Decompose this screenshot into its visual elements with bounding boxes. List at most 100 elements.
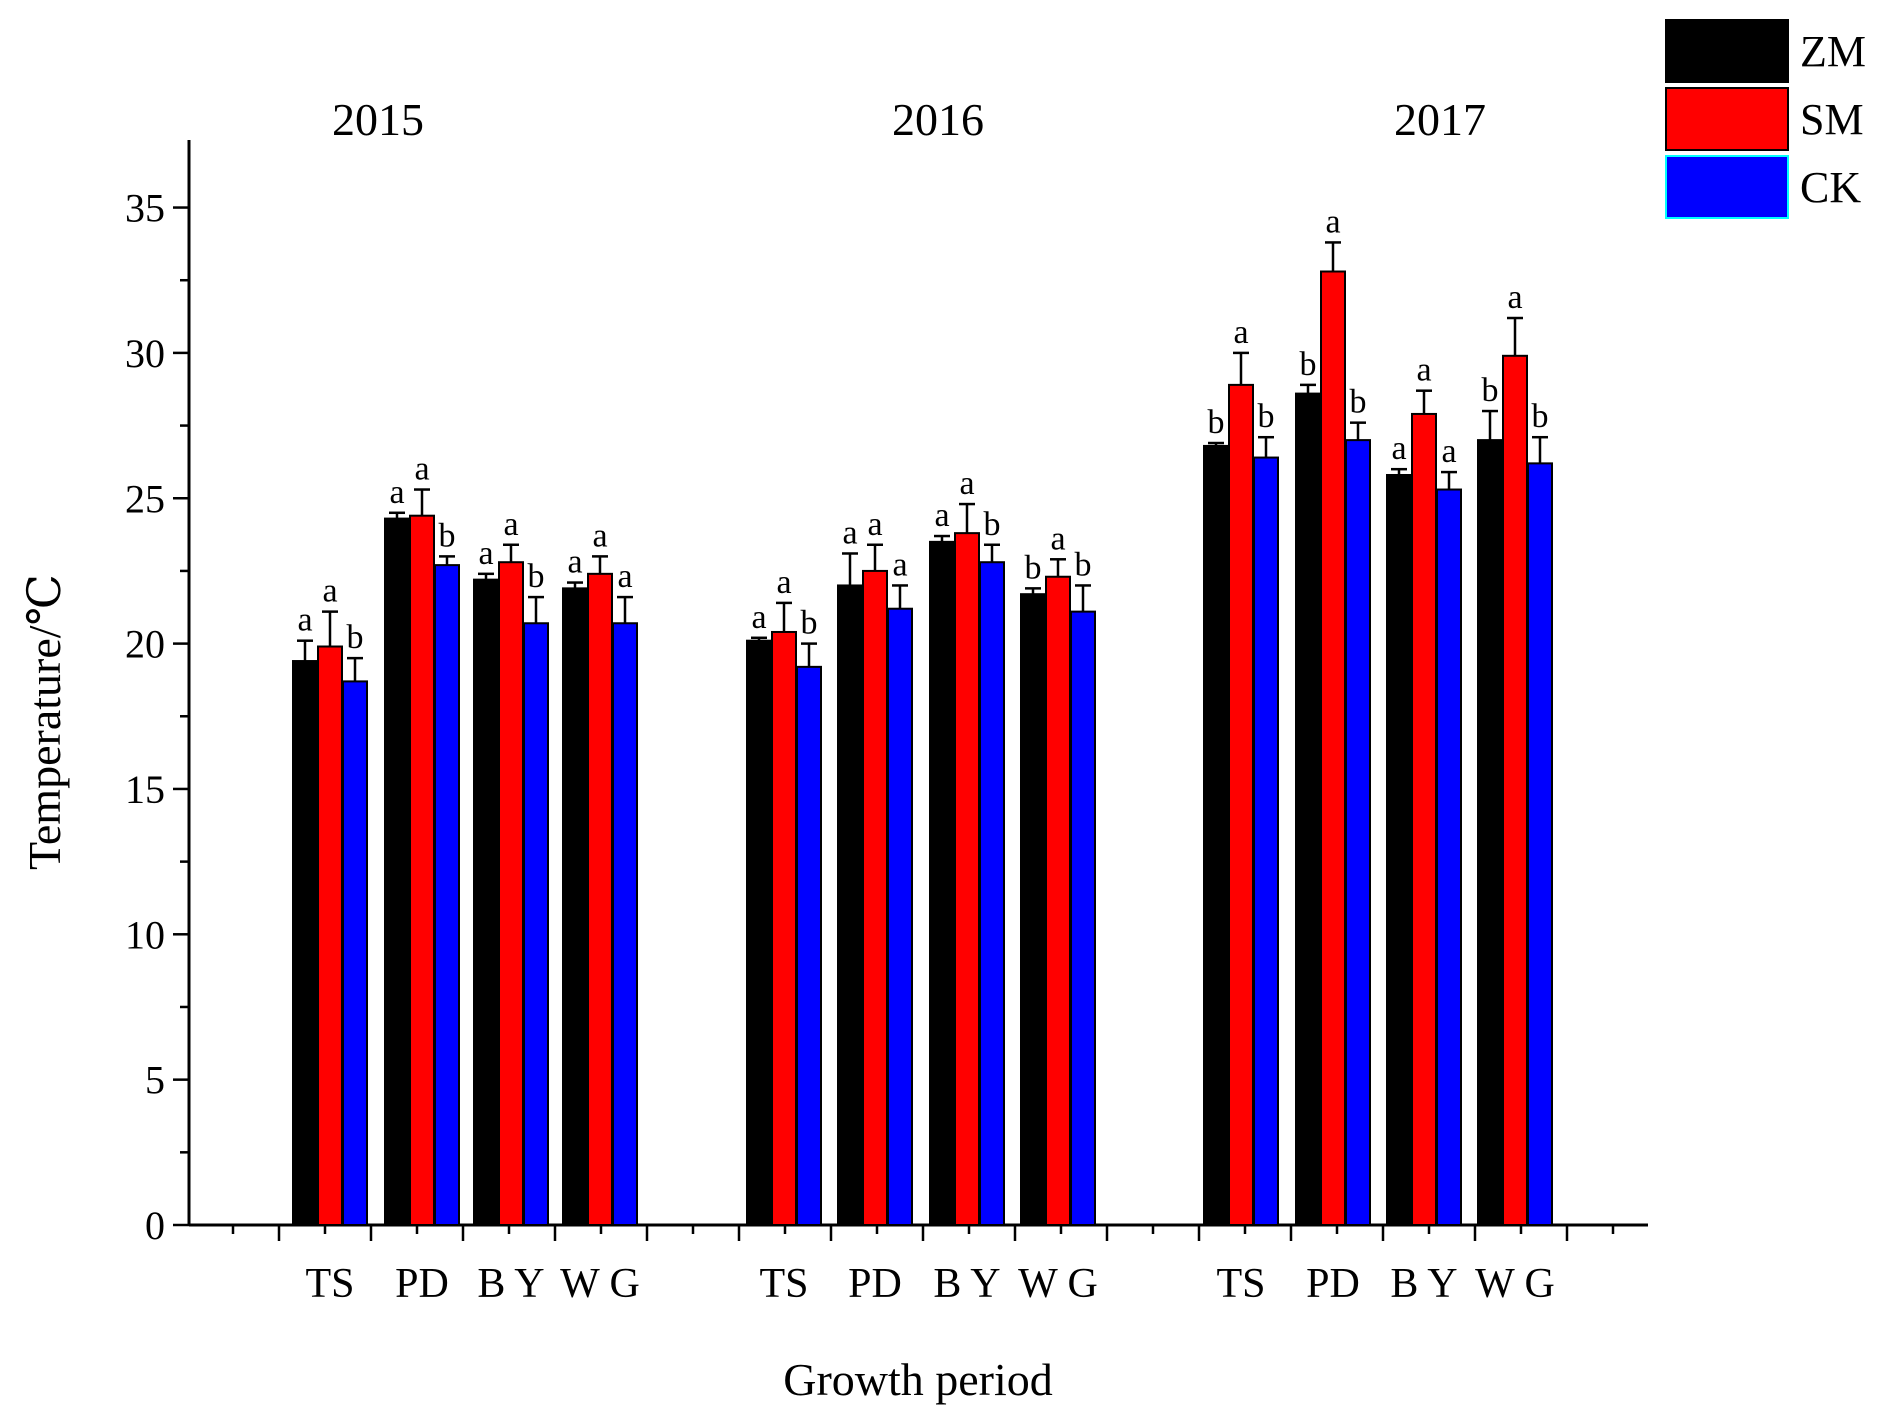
bar-SM [498, 561, 524, 1226]
bar-SM [1502, 354, 1528, 1226]
x-axis-label: Growth period [783, 1354, 1053, 1405]
significance-label: a [322, 573, 337, 610]
bar-SM [1320, 270, 1346, 1226]
legend: ZM SM CK [1665, 19, 1866, 219]
y-tick-label: 5 [145, 1058, 165, 1103]
category-label: TS [759, 1261, 808, 1307]
significance-label: b [1482, 372, 1499, 409]
bar-CK [1436, 488, 1462, 1226]
bar-ZM [1477, 439, 1503, 1226]
y-axis-label: Temperature/℃ [19, 574, 70, 870]
significance-label: b [1300, 346, 1317, 383]
y-axis: 0 5 10 15 20 25 30 35 [125, 140, 191, 1248]
y-tick-label: 10 [125, 912, 165, 957]
y-tick-label: 0 [145, 1203, 165, 1248]
bar-ZM [837, 584, 863, 1226]
significance-label: a [592, 517, 607, 554]
bar-CK [434, 564, 460, 1226]
significance-label: a [959, 465, 974, 502]
category-label: W G [1475, 1261, 1555, 1307]
bar-SM [317, 645, 343, 1226]
significance-label: a [1416, 352, 1431, 389]
legend-swatch-ZM [1665, 19, 1789, 83]
bar-SM [954, 532, 980, 1226]
bar-CK [1253, 456, 1279, 1226]
bar-ZM [929, 540, 955, 1226]
bar-CK [1527, 462, 1553, 1226]
bar-SM [1228, 383, 1254, 1226]
significance-label: a [1050, 520, 1065, 557]
significance-label: a [867, 506, 882, 543]
bar-SM [1045, 575, 1071, 1226]
y-tick-label: 35 [125, 186, 165, 231]
significance-label: b [439, 517, 456, 554]
significance-label: a [1507, 279, 1522, 316]
bar-CK [1345, 439, 1371, 1226]
significance-label: b [801, 605, 818, 642]
y-tick-label: 15 [125, 767, 165, 812]
category-label: W G [1018, 1261, 1098, 1307]
bar-ZM [562, 587, 588, 1226]
bar-CK [887, 607, 913, 1226]
legend-label-CK: CK [1800, 163, 1861, 212]
significance-label: b [1025, 549, 1042, 586]
significance-label: a [414, 451, 429, 488]
bar-SM [409, 514, 435, 1226]
bar-SM [771, 630, 797, 1226]
bar-ZM [384, 517, 410, 1226]
bar-CK [979, 561, 1005, 1226]
significance-label: b [984, 506, 1001, 543]
significance-label: b [528, 558, 545, 595]
bar-ZM [1203, 444, 1229, 1226]
bar-CK [612, 622, 638, 1226]
significance-label: a [751, 599, 766, 636]
category-label: W G [560, 1261, 640, 1307]
significance-label: a [776, 564, 791, 601]
significance-label: a [1441, 433, 1456, 470]
significance-label: a [934, 497, 949, 534]
y-tick-label: 20 [125, 622, 165, 667]
significance-label: b [347, 619, 364, 656]
significance-label: a [1233, 314, 1248, 351]
category-label: B Y [933, 1261, 1000, 1307]
year-label: 2016 [892, 94, 984, 145]
year-label: 2017 [1394, 94, 1486, 145]
y-tick-label: 30 [125, 331, 165, 376]
category-label: PD [395, 1261, 449, 1307]
bar-ZM [746, 639, 772, 1226]
significance-label: a [1391, 430, 1406, 467]
category-label: B Y [1390, 1261, 1457, 1307]
bar-CK [342, 680, 368, 1226]
bar-ZM [1295, 392, 1321, 1226]
significance-label: a [842, 514, 857, 551]
significance-label: b [1350, 384, 1367, 421]
significance-label: b [1258, 398, 1275, 435]
bar-ZM [1020, 593, 1046, 1226]
bar-ZM [473, 578, 499, 1226]
category-label: PD [1306, 1261, 1360, 1307]
bar-ZM [292, 660, 318, 1226]
x-axis [189, 1223, 1648, 1241]
y-tick-label: 25 [125, 476, 165, 521]
legend-label-SM: SM [1800, 95, 1864, 144]
category-label: TS [305, 1261, 354, 1307]
category-label: B Y [477, 1261, 544, 1307]
significance-label: a [892, 546, 907, 583]
bar-CK [1070, 610, 1096, 1226]
significance-label: a [1325, 203, 1340, 240]
legend-swatch-SM [1665, 87, 1789, 151]
significance-label: b [1532, 398, 1549, 435]
significance-label: a [617, 558, 632, 595]
bar-CK [796, 665, 822, 1226]
significance-label: a [478, 535, 493, 572]
bar-SM [587, 572, 613, 1226]
significance-label: a [297, 602, 312, 639]
bar-SM [1411, 412, 1437, 1226]
significance-label: a [567, 544, 582, 581]
significance-label: a [503, 506, 518, 543]
